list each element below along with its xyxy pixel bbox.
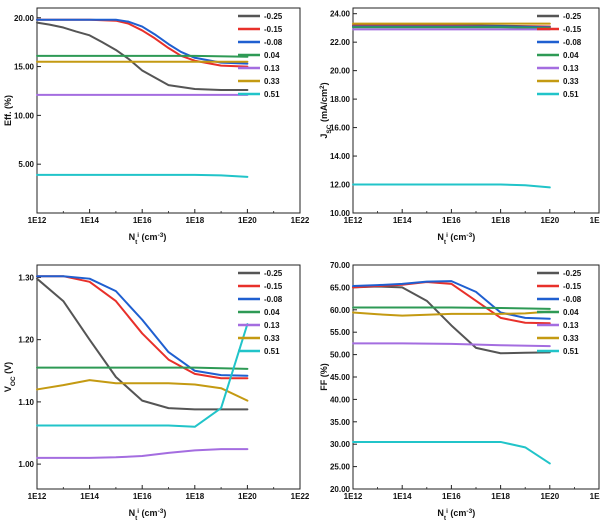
legend-label: 0.51 [264, 347, 280, 356]
x-tick-label: 1E16 [442, 492, 461, 501]
x-tick-label: 1E12 [28, 492, 47, 501]
y-tick-label: 20.00 [330, 67, 351, 76]
legend-label: -0.25 [264, 12, 283, 21]
y-tick-label: 14.00 [330, 152, 351, 161]
legend-label: 0.13 [264, 321, 280, 330]
x-tick-label: 1E18 [491, 492, 510, 501]
legend-label: 0.04 [563, 51, 579, 60]
legend-label: 0.13 [563, 321, 579, 330]
x-tick-label: 1E14 [393, 216, 412, 225]
y-tick-label: 1.20 [18, 336, 34, 345]
x-tick-label: 1E22 [590, 492, 600, 501]
x-tick-label: 1E22 [291, 216, 310, 225]
legend-label: -0.15 [563, 282, 582, 291]
x-tick-label: 1E14 [80, 492, 99, 501]
x-tick-label: 1E14 [80, 216, 99, 225]
x-tick-label: 1E20 [540, 216, 559, 225]
legend-label: -0.25 [264, 269, 283, 278]
y-tick-label: 10.00 [14, 111, 35, 120]
x-tick-label: 1E16 [133, 492, 152, 501]
y-axis-label: Eff. (%) [3, 95, 13, 126]
legend-label: -0.08 [563, 295, 582, 304]
y-tick-label: 30.00 [330, 440, 351, 449]
x-tick-label: 1E20 [238, 216, 257, 225]
y-tick-label: 22.00 [330, 38, 351, 47]
legend-label: 0.13 [563, 64, 579, 73]
legend-label: -0.08 [563, 38, 582, 47]
x-tick-label: 1E16 [442, 216, 461, 225]
y-tick-label: 50.00 [330, 351, 351, 360]
legend-label: 0.04 [264, 308, 280, 317]
series-line-0.04 [37, 56, 247, 57]
series-line-0.04 [353, 27, 550, 28]
y-tick-label: 1.30 [18, 273, 34, 282]
y-tick-label: 45.00 [330, 373, 351, 382]
y-tick-label: 20.00 [14, 14, 35, 23]
x-tick-label: 1E18 [185, 492, 204, 501]
y-tick-label: 15.00 [14, 63, 35, 72]
y-tick-label: 65.00 [330, 283, 351, 292]
legend-label: -0.08 [264, 295, 283, 304]
y-tick-label: 25.00 [330, 463, 351, 472]
legend-label: 0.33 [264, 334, 280, 343]
x-tick-label: 1E18 [185, 216, 204, 225]
y-tick-label: 18.00 [330, 95, 351, 104]
legend-label: -0.25 [563, 269, 582, 278]
y-tick-label: 60.00 [330, 306, 351, 315]
y-tick-label: 55.00 [330, 328, 351, 337]
x-tick-label: 1E22 [590, 216, 600, 225]
legend-label: 0.51 [264, 90, 280, 99]
legend-label: 0.33 [563, 334, 579, 343]
x-tick-label: 1E12 [28, 216, 47, 225]
x-tick-label: 1E20 [238, 492, 257, 501]
x-tick-label: 1E20 [540, 492, 559, 501]
x-tick-label: 1E14 [393, 492, 412, 501]
legend-label: 0.51 [563, 90, 579, 99]
y-tick-label: 1.10 [18, 398, 34, 407]
y-tick-label: 40.00 [330, 395, 351, 404]
y-tick-label: 12.00 [330, 181, 351, 190]
x-tick-label: 1E22 [291, 492, 310, 501]
legend-label: 0.33 [264, 77, 280, 86]
y-tick-label: 5.00 [18, 160, 34, 169]
legend-label: 0.13 [264, 64, 280, 73]
y-tick-label: 16.00 [330, 124, 351, 133]
y-tick-label: 24.00 [330, 10, 351, 19]
legend-label: -0.08 [264, 38, 283, 47]
y-tick-label: 1.00 [18, 460, 34, 469]
y-axis-label: FF (%) [319, 363, 329, 391]
x-tick-label: 1E16 [133, 216, 152, 225]
legend-label: -0.15 [264, 25, 283, 34]
y-tick-label: 10.00 [330, 209, 351, 218]
legend-label: -0.15 [563, 25, 582, 34]
legend-label: -0.15 [264, 282, 283, 291]
legend-label: 0.04 [563, 308, 579, 317]
legend-label: 0.51 [563, 347, 579, 356]
legend-label: 0.33 [563, 77, 579, 86]
x-tick-label: 1E18 [491, 216, 510, 225]
legend-label: 0.04 [264, 51, 280, 60]
y-tick-label: 35.00 [330, 418, 351, 427]
y-tick-label: 20.00 [330, 485, 351, 494]
y-tick-label: 70.00 [330, 261, 351, 270]
legend-label: -0.25 [563, 12, 582, 21]
